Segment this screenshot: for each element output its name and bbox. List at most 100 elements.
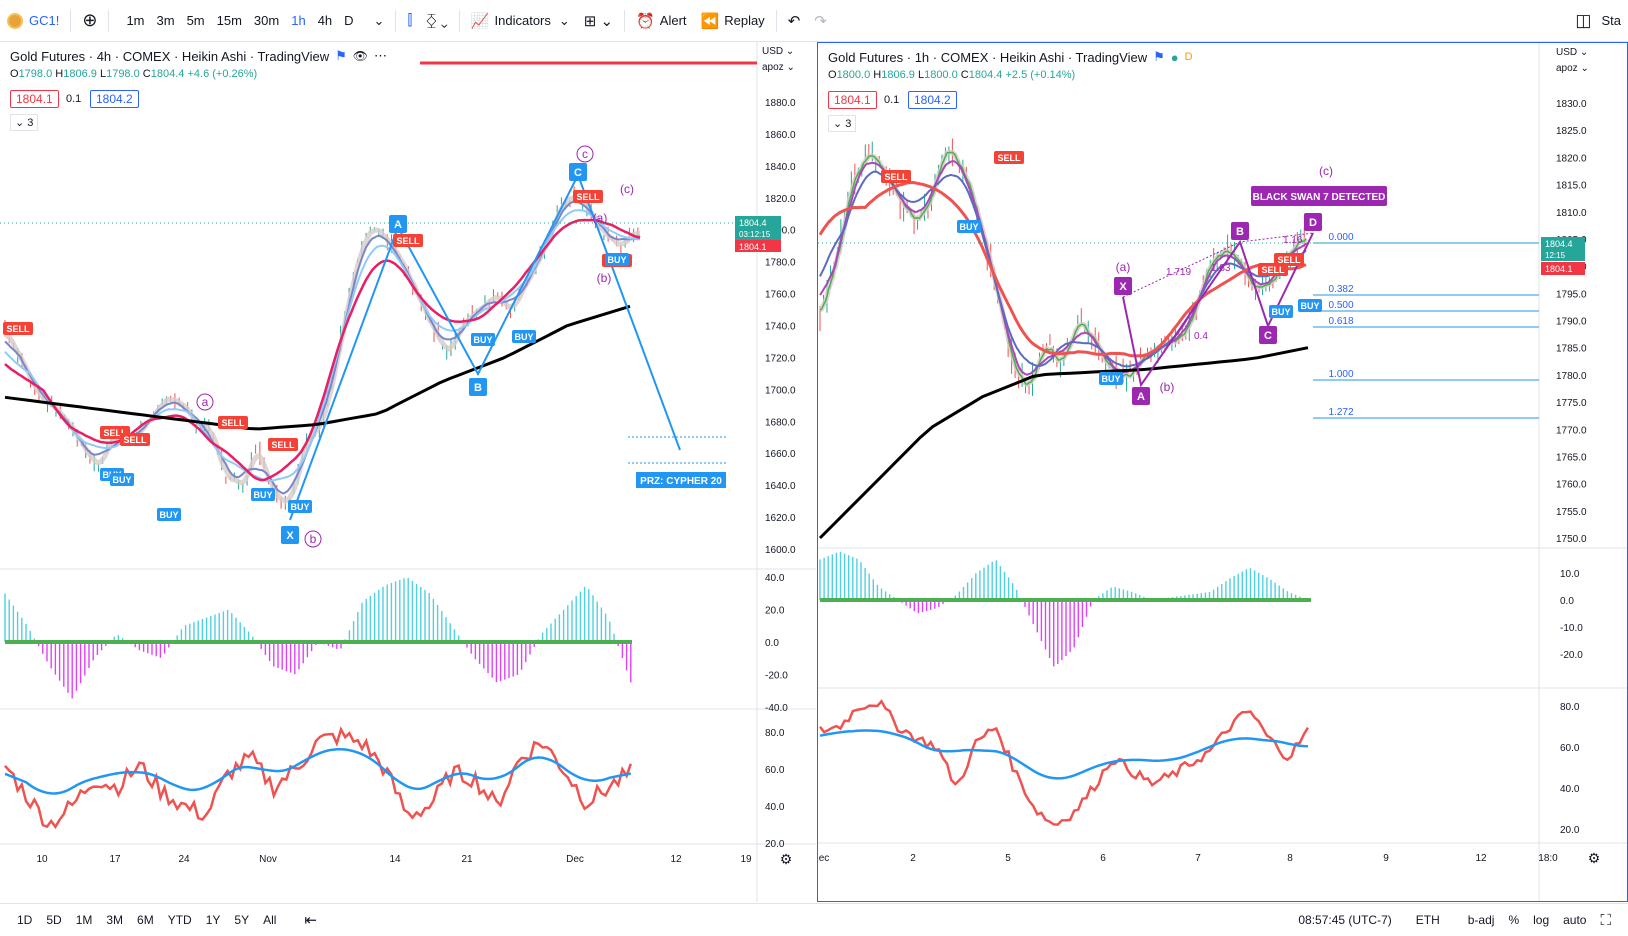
indicators-collapse-button[interactable]: ⌄ 3 xyxy=(10,114,39,131)
session-toggle[interactable]: ETH xyxy=(1415,913,1440,927)
chart-title: Gold Futures · 1h · COMEX · Heikin Ashi … xyxy=(828,49,1148,65)
buy-signal: BUY xyxy=(959,222,978,232)
divider xyxy=(624,9,626,32)
fib-label: 1.000 xyxy=(1328,369,1353,380)
last-price: 1804.4 xyxy=(739,218,767,228)
more-icon[interactable]: ⋯ xyxy=(374,48,387,63)
buy-signal-bg xyxy=(471,333,495,346)
range-3m[interactable]: 3M xyxy=(106,913,124,927)
candle-style-icon[interactable]: ⧰ ⌄ xyxy=(426,12,448,29)
replay-button[interactable]: ⏪ Replay xyxy=(694,0,772,42)
buy-signal: BUY xyxy=(159,510,178,520)
flag-icon[interactable]: ⚑ xyxy=(335,48,347,63)
ratio-label: 1.16 xyxy=(1283,235,1303,246)
interval-4h[interactable]: 4h xyxy=(317,13,333,28)
bar-style-icon[interactable]: ⫿ xyxy=(407,12,413,29)
alert-button[interactable]: ⏰ Alert xyxy=(629,0,693,42)
interval-d[interactable]: D xyxy=(344,13,354,28)
alert-label: Alert xyxy=(659,13,687,28)
chart-canvas-left[interactable]: USD ⌄apoz ⌄1880.01860.01840.01820.01800.… xyxy=(0,42,816,902)
wave-paren-c: (c) xyxy=(620,182,634,196)
indicators-collapse-button[interactable]: ⌄ 3 xyxy=(828,115,857,132)
interval-1m[interactable]: 1m xyxy=(126,13,145,28)
range-1m[interactable]: 1M xyxy=(75,913,93,927)
range-6m[interactable]: 6M xyxy=(137,913,154,927)
price-tick: 1620.0 xyxy=(765,513,796,524)
fullscreen-icon[interactable]: ⛶ xyxy=(1600,911,1611,929)
interval-1h[interactable]: 1h xyxy=(291,13,306,28)
buy-signal: BUY xyxy=(514,332,533,342)
price-tick: 1825.0 xyxy=(1556,126,1587,137)
time-tick: 9 xyxy=(1383,853,1389,864)
percent-toggle[interactable]: % xyxy=(1508,913,1520,927)
buy-signal-bg xyxy=(1298,299,1322,312)
range-1d[interactable]: 1D xyxy=(17,913,33,927)
sell-price-box[interactable]: 1804.1 xyxy=(10,90,59,108)
time-tick: 10 xyxy=(36,854,48,865)
range-all[interactable]: All xyxy=(263,913,277,927)
buy-price-box[interactable]: 1804.2 xyxy=(908,91,957,109)
range-5y[interactable]: 5Y xyxy=(234,913,250,927)
range-1y[interactable]: 1Y xyxy=(205,913,221,927)
time-tick: 2 xyxy=(910,853,916,864)
interval-15m[interactable]: 15m xyxy=(216,13,242,28)
sell-signal-bg xyxy=(268,438,298,451)
indicators-button[interactable]: 📈 Indicators ⌄ xyxy=(464,0,577,42)
buy-signal: BUY xyxy=(253,490,272,500)
buy-signal: BUY xyxy=(1271,307,1290,317)
layout-grid-icon[interactable]: ⊞ ⌄ xyxy=(583,12,614,30)
redo-icon[interactable]: ↷ xyxy=(814,12,827,30)
chart-panel-right[interactable]: USD ⌄ apoz ⌄ 1830.0 1825.0 1820.0 1815.0 1810.… xyxy=(817,42,1628,902)
range-ytd[interactable]: YTD xyxy=(167,913,192,927)
last-bid-bg xyxy=(735,240,781,252)
point-x-bg xyxy=(1114,277,1132,295)
price-tick: 1795.0 xyxy=(1556,289,1587,300)
time-tick: 21 xyxy=(461,854,473,865)
interval-5m[interactable]: 5m xyxy=(186,13,205,28)
buy-signal: BUY xyxy=(1101,374,1120,384)
top-toolbar: GC1! ⊕ 1m 3m 5m 15m 30m 1h 4h D ⌄ ⫿ ⧰ ⌄ 📈 Indic… xyxy=(0,0,1628,42)
range-5d[interactable]: 5D xyxy=(46,913,62,927)
chart-panel-left[interactable]: USD ⌄apoz ⌄1880.01860.01840.01820.01800.… xyxy=(0,42,816,902)
sell-signal: SELL xyxy=(6,324,30,334)
price-tick: 1815.0 xyxy=(1556,181,1587,192)
clock-readout[interactable]: 08:57:45 (UTC-7) xyxy=(1298,913,1392,927)
time-tick: 14 xyxy=(389,854,401,865)
panel-toggle-icon[interactable]: ◫ xyxy=(1575,10,1592,30)
ohlc-readout: O1800.0 H1806.9 L1800.0 C1804.4 +2.5 (+0… xyxy=(828,69,1076,81)
adjust-toggle[interactable]: b-adj xyxy=(1467,913,1495,927)
chart-canvas-right[interactable]: USD ⌄ apoz ⌄ 1830.0 1825.0 1820.0 1815.0 1810.… xyxy=(818,43,1627,901)
ratio-label: 1.719 xyxy=(1166,267,1191,278)
chart-legend-left[interactable]: Gold Futures · 4h · COMEX · Heikin Ashi … xyxy=(6,47,391,65)
interval-dropdown-icon[interactable]: ⌄ xyxy=(373,12,385,28)
date-range-icon[interactable]: ⇤ xyxy=(304,912,317,929)
price-tick: 1820.0 xyxy=(1556,153,1587,164)
gold-coin-icon xyxy=(7,12,23,29)
right-toolbar-label[interactable]: Sta xyxy=(1601,13,1621,28)
divider xyxy=(70,9,72,32)
interval-3m[interactable]: 3m xyxy=(156,13,175,28)
add-symbol-icon[interactable]: ⊕ xyxy=(82,10,98,30)
flag-icon[interactable]: ⚑ xyxy=(1153,49,1165,64)
sell-price-box[interactable]: 1804.1 xyxy=(828,91,877,109)
sell-signal-bg xyxy=(1274,253,1304,266)
wave-b-ring xyxy=(304,530,322,548)
undo-icon[interactable]: ↶ xyxy=(787,12,801,30)
auto-toggle[interactable]: auto xyxy=(1563,913,1587,927)
price-tick: 1820.0 xyxy=(765,194,796,205)
wave-paren-a: (a) xyxy=(593,211,608,225)
buy-price-box[interactable]: 1804.2 xyxy=(90,90,139,108)
interval-30m[interactable]: 30m xyxy=(253,13,280,28)
symbol-search-button[interactable]: GC1! xyxy=(0,0,66,42)
ratio-label: 1.83 xyxy=(1211,263,1231,274)
rsi-tick: 20.0 xyxy=(1560,825,1580,836)
buy-signal: BUY xyxy=(473,335,492,345)
price-tick: 1780.0 xyxy=(1556,371,1587,382)
chart-legend-right[interactable]: Gold Futures · 1h · COMEX · Heikin Ashi … xyxy=(824,48,1197,66)
buy-signal-bg xyxy=(1269,305,1293,318)
sell-signal: SELL xyxy=(1261,265,1285,275)
eye-icon[interactable]: 👁 xyxy=(352,49,368,63)
log-toggle[interactable]: log xyxy=(1533,913,1550,927)
alarm-clock-icon: ⏰ xyxy=(636,12,655,30)
point-x: X xyxy=(286,530,294,542)
